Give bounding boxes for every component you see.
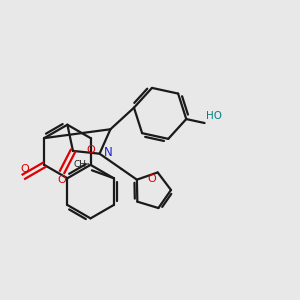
Text: O: O bbox=[86, 145, 95, 155]
Text: HO: HO bbox=[206, 111, 221, 121]
Text: O: O bbox=[58, 175, 67, 185]
Text: CH₃: CH₃ bbox=[73, 160, 90, 169]
Text: O: O bbox=[147, 174, 156, 184]
Text: O: O bbox=[20, 164, 29, 174]
Text: N: N bbox=[103, 146, 112, 159]
